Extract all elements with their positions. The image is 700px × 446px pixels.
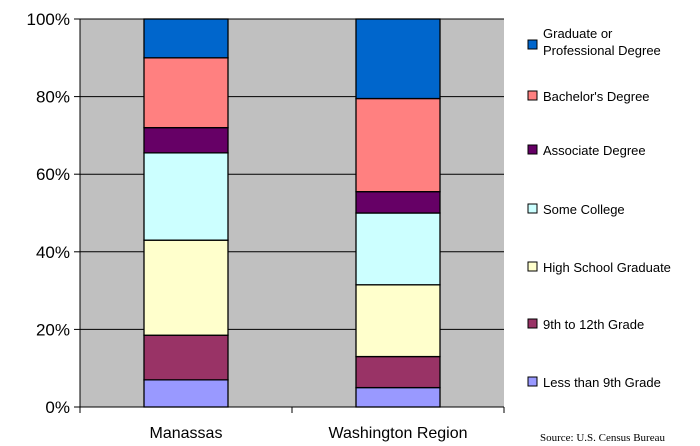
legend-label: High School Graduate [543, 260, 671, 275]
bar-segment [355, 355, 441, 389]
bar-segment [143, 379, 229, 408]
legend-swatch [527, 376, 538, 387]
y-tick-label: 0% [45, 398, 70, 417]
legend-swatch [527, 90, 538, 101]
bar-segment [143, 57, 229, 129]
legend-swatch [527, 318, 538, 329]
bar-segment [355, 18, 441, 100]
bar-segment [143, 239, 229, 336]
y-tick-label: 80% [36, 88, 70, 107]
legend-label: Bachelor's Degree [543, 89, 650, 104]
legend-swatch [527, 261, 538, 272]
bar-segment [355, 386, 441, 408]
bar-segment [143, 126, 229, 154]
legend-swatch [527, 39, 538, 50]
legend-label: 9th to 12th Grade [543, 317, 644, 332]
bar-segment [143, 334, 229, 381]
legend-label: Associate Degree [543, 143, 646, 158]
legend-label: Less than 9th Grade [543, 375, 661, 390]
legend-label: Graduate or Professional Degree [543, 26, 661, 58]
bar-segment [355, 284, 441, 358]
y-tick-label: 100% [27, 10, 70, 29]
bar-segment [355, 212, 441, 286]
bar-segment [355, 97, 441, 193]
legend-swatch [527, 203, 538, 214]
legend-swatch [527, 144, 538, 155]
legend-label: Some College [543, 202, 625, 217]
x-category-label: Washington Region [328, 425, 467, 442]
y-tick-label: 20% [36, 320, 70, 339]
y-tick-label: 40% [36, 243, 70, 262]
bar-segment [143, 18, 229, 59]
bar-segment [355, 191, 441, 214]
x-category-label: Manassas [150, 425, 223, 442]
bar-segment [143, 152, 229, 241]
source-note: Source: U.S. Census Bureau [540, 432, 665, 444]
y-tick-label: 60% [36, 165, 70, 184]
